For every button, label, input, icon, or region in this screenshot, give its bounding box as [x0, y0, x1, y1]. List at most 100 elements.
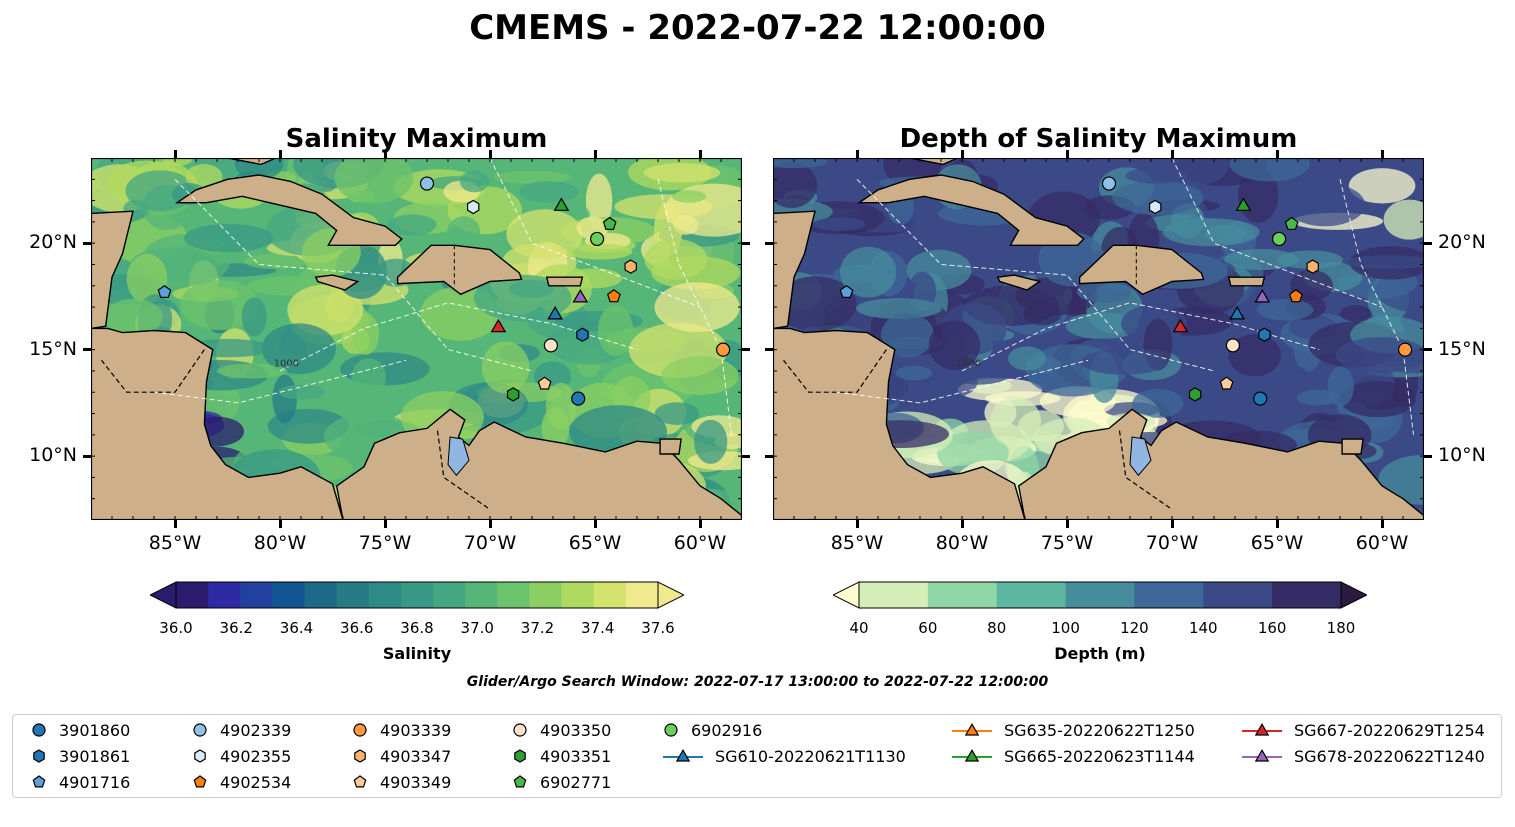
marker-4903350 [543, 338, 558, 353]
figure-title: CMEMS - 2022-07-22 12:00:00 [469, 8, 1046, 48]
colorbar-segment [996, 582, 1067, 608]
search-window-note: Glider/Argo Search Window: 2022-07-17 13… [466, 674, 1049, 690]
marker-SG667-20220629T1254 [1172, 318, 1189, 333]
marker-6902771 [1284, 216, 1299, 230]
lat-major-tick [1424, 454, 1432, 458]
marker-SG665-20220623T1144 [553, 197, 570, 211]
lon-major-tick [1065, 150, 1069, 158]
legend-marker [194, 749, 206, 763]
colorbar-tick-label: 37.0 [460, 619, 494, 637]
colorbar-segment [336, 582, 370, 608]
legend-label: SG665-20220623T1144 [1004, 747, 1195, 766]
legend-label: SG667-20220629T1254 [1294, 721, 1485, 740]
colorbar-extend-low [150, 581, 177, 609]
depth-colorbar [833, 581, 1367, 609]
marker-SG678-20220622T1240 [1254, 289, 1271, 303]
hexagon-marker-icon [33, 749, 45, 763]
legend-marker [193, 775, 207, 788]
marker-4901716 [157, 284, 172, 298]
marker-SG667-20220629T1254 [490, 318, 507, 333]
marker-SG610-20220621T1130 [547, 306, 563, 320]
legend-marker [664, 723, 678, 737]
lat-major-tick [742, 241, 750, 245]
lon-tick-label: 80°W [935, 532, 989, 554]
hexagon-marker-icon [194, 749, 206, 763]
lon-major-tick [698, 520, 702, 528]
colorbar-segment [368, 582, 402, 608]
colorbar-extend-high [1340, 581, 1367, 609]
legend-marker [1254, 748, 1270, 762]
colorbar-tick-label: 60 [918, 619, 938, 637]
legend-marker [514, 749, 526, 763]
circle-marker-icon [32, 723, 46, 737]
legend-marker [513, 775, 527, 788]
colorbar-tick-label: 40 [849, 619, 869, 637]
lon-major-tick [278, 520, 282, 528]
marker-3901860 [571, 391, 586, 406]
depth-colorbar-label: Depth (m) [1054, 644, 1146, 663]
marker-4902339 [419, 176, 435, 191]
legend-marker [33, 749, 45, 763]
lat-major-tick [765, 454, 773, 458]
lon-tick-label: 65°W [1250, 532, 1304, 554]
legend-marker [675, 748, 691, 762]
marker-4903339 [1397, 342, 1413, 357]
pentagon-marker-icon [353, 775, 367, 788]
lon-tick-label: 70°W [463, 532, 517, 554]
legend-label: 4903347 [380, 747, 452, 766]
legend-label: 6902771 [540, 773, 612, 792]
colorbar-segment [240, 582, 273, 608]
salinity-map: 1000 [91, 158, 742, 520]
panel-title-salinity: Salinity Maximum [285, 124, 548, 154]
triangle-marker-icon [663, 748, 703, 762]
lon-major-tick [278, 150, 282, 158]
lat-major-tick [1424, 348, 1432, 352]
colorbar-tick-label: 37.6 [641, 619, 675, 637]
pentagon-marker-icon [32, 775, 46, 788]
colorbar-segment [176, 582, 209, 608]
lon-tick-label: 80°W [253, 532, 307, 554]
circle-marker-icon [513, 723, 527, 737]
lat-major-tick [742, 348, 750, 352]
lat-major-tick [765, 348, 773, 352]
legend-marker [353, 723, 367, 737]
legend-label: 4901716 [59, 773, 131, 792]
legend: 3901860 3901861 4901716 4902339 4902355 49025… [12, 714, 1502, 798]
lon-tick-label: 65°W [568, 532, 622, 554]
circle-marker-icon [193, 723, 207, 737]
lon-tick-label: 85°W [830, 532, 884, 554]
lon-major-tick [383, 150, 387, 158]
legend-label: 6902916 [691, 721, 763, 740]
legend-label: SG635-20220622T1250 [1004, 721, 1195, 740]
legend-label: 4902339 [220, 721, 292, 740]
colorbar-segment [1065, 582, 1135, 608]
lon-major-tick [488, 150, 492, 158]
colorbar-extend-low [833, 581, 860, 609]
marker-SG665-20220623T1144 [1235, 197, 1252, 211]
lat-tick-label: 10°N [29, 444, 77, 467]
lat-tick-label: 10°N [1438, 444, 1486, 467]
colorbar-tick-label: 120 [1120, 619, 1149, 637]
colorbar-segment [465, 582, 498, 608]
colorbar-tick-label: 100 [1051, 619, 1080, 637]
lat-major-tick [765, 241, 773, 245]
colorbar-extend-high [657, 581, 684, 609]
lon-major-tick [1380, 520, 1384, 528]
marker-SG610-20220621T1130 [1229, 306, 1245, 320]
triangle-marker-icon [1242, 748, 1282, 762]
marker-4902534 [1288, 289, 1303, 303]
contour-label: 1000 [956, 359, 981, 370]
lon-major-tick [488, 520, 492, 528]
depth-map: 1000 [773, 158, 1424, 520]
colorbar-segment [400, 582, 434, 608]
colorbar-segment [593, 582, 627, 608]
colorbar-segment [1134, 582, 1204, 608]
marker-4903349 [537, 376, 552, 390]
colorbar-tick-label: 180 [1326, 619, 1356, 637]
legend-marker [32, 723, 46, 737]
lon-major-tick [1170, 520, 1174, 528]
marker-SG678-20220622T1240 [572, 289, 589, 303]
lon-major-tick [960, 150, 964, 158]
lon-tick-label: 75°W [1040, 532, 1094, 554]
colorbar-segment [529, 582, 563, 608]
